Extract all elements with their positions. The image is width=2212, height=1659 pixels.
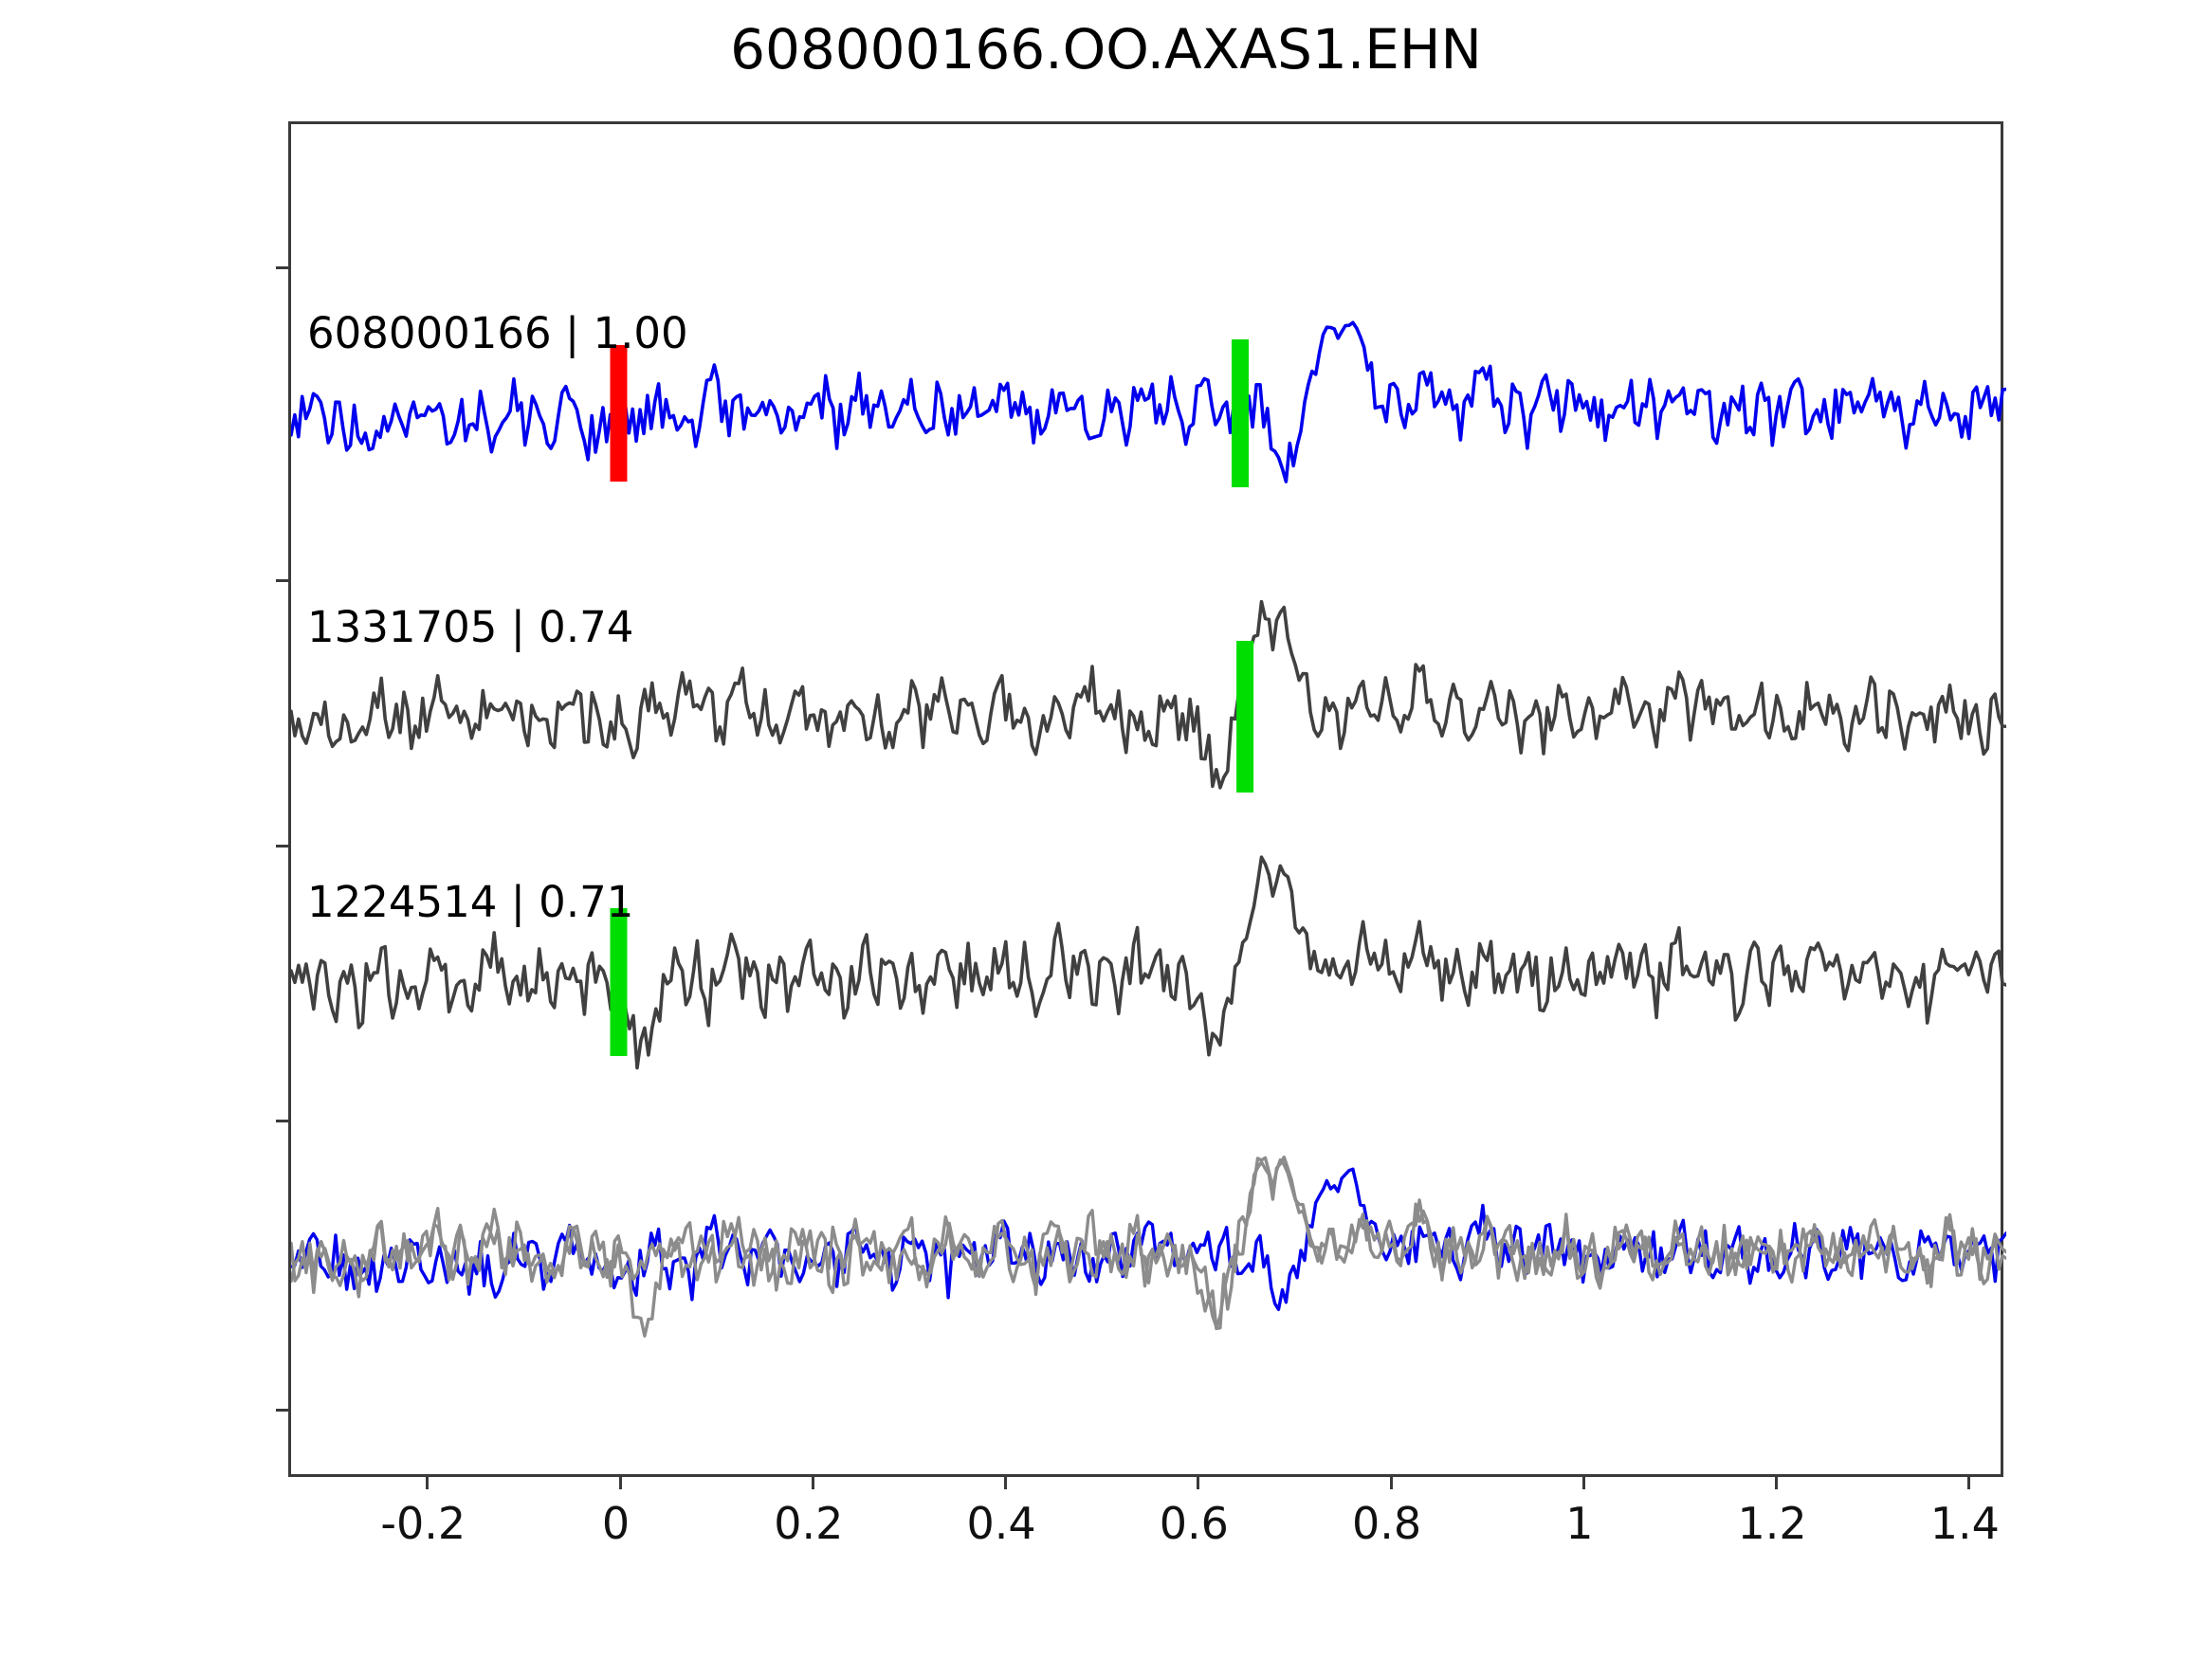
y-axis-tick	[276, 845, 291, 848]
x-axis-tick	[1967, 1474, 1971, 1489]
x-axis-tick-label: 0	[601, 1498, 631, 1549]
s-pick-marker	[1232, 339, 1249, 487]
y-axis-tick	[276, 1120, 291, 1122]
page-title: 608000166.OO.AXAS1.EHN	[730, 17, 1482, 82]
x-axis-tick-label: -0.2	[380, 1498, 466, 1549]
s-pick-marker	[610, 908, 628, 1056]
waveform-trace	[291, 599, 2006, 790]
x-axis-tick-label: 0.2	[774, 1498, 844, 1549]
waveform-trace	[291, 855, 2006, 1070]
x-axis-tick	[1581, 1474, 1585, 1489]
waveform-trace	[291, 1156, 2006, 1338]
trace-label-1224514: 1224514 | 0.71	[307, 877, 634, 927]
x-axis-tick	[426, 1474, 430, 1489]
s-pick-marker	[1236, 641, 1254, 793]
x-axis-tick-label: 0.4	[966, 1498, 1036, 1549]
waveform-trace	[291, 320, 2006, 483]
x-axis-tick-label: 1	[1565, 1498, 1594, 1549]
x-axis-tick	[1197, 1474, 1200, 1489]
trace-label-1331705: 1331705 | 0.74	[307, 602, 634, 652]
x-axis-tick	[618, 1474, 622, 1489]
y-axis-tick	[276, 1409, 291, 1412]
trace-label-608000166: 608000166 | 1.00	[307, 308, 688, 358]
x-axis-tick	[1775, 1474, 1779, 1489]
x-axis-tick-label: 1.4	[1929, 1498, 2000, 1549]
x-axis-tick-label: 0.8	[1351, 1498, 1422, 1549]
y-axis-tick	[276, 579, 291, 582]
x-axis-tick	[1004, 1474, 1008, 1489]
x-axis-tick-label: 0.6	[1159, 1498, 1229, 1549]
waveform-canvas	[291, 320, 2006, 1338]
x-axis-tick-label: 1.2	[1737, 1498, 1807, 1549]
plot-axes	[276, 121, 2006, 1489]
y-axis-tick	[276, 266, 291, 269]
x-axis-tick	[1389, 1474, 1393, 1489]
p-pick-marker	[610, 345, 628, 482]
x-axis-tick	[811, 1474, 814, 1489]
